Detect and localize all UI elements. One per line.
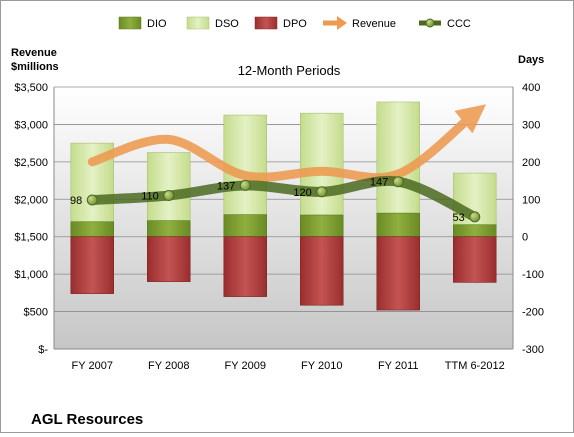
right-tick-label: 400 <box>522 82 540 94</box>
legend-label-dpo: DPO <box>283 18 307 30</box>
right-tick-label: 200 <box>522 157 540 169</box>
bar-dio <box>70 221 114 238</box>
legend-label-dio: DIO <box>147 18 167 30</box>
ccc-data-label: 53 <box>453 212 465 224</box>
category-label: FY 2011 <box>378 360 419 372</box>
bar-dpo <box>300 236 344 306</box>
legend-item-ccc: CCC <box>419 18 471 30</box>
ccc-data-label: 147 <box>370 177 388 189</box>
ccc-point <box>469 211 481 223</box>
right-tick-label: 100 <box>522 194 540 206</box>
ccc-point <box>392 176 404 188</box>
right-tick-label: -200 <box>522 307 544 319</box>
ccc-point <box>163 190 175 202</box>
bar-dpo <box>223 236 267 297</box>
ccc-point <box>239 179 251 191</box>
legend-item-dio: DIO <box>118 16 167 30</box>
category-label: FY 2009 <box>225 360 266 372</box>
revenue-line <box>87 104 487 183</box>
ccc-series: 98 110 137 120 147 53 <box>70 175 481 224</box>
bar-dio <box>376 212 420 238</box>
category-label: FY 2007 <box>72 360 113 372</box>
category-labels: FY 2007 FY 2008 FY 2009 FY 2010 FY 2011 TTM 6… <box>72 360 505 372</box>
right-tick-label: -100 <box>522 269 544 281</box>
bar-dpo <box>453 236 497 283</box>
left-tick-label: $- <box>38 344 48 356</box>
legend-swatch-dpo <box>254 16 278 30</box>
category-label: FY 2008 <box>148 360 189 372</box>
ccc-data-label: 137 <box>217 180 235 192</box>
ccc-data-label: 110 <box>141 191 159 203</box>
right-axis-ticks: -300 -200 -100 0 100 200 300 400 <box>522 82 544 356</box>
revenue-series <box>87 104 487 183</box>
bar-dpo <box>376 236 420 311</box>
legend-label-dso: DSO <box>215 18 239 30</box>
ccc-point <box>316 186 328 198</box>
bar-dio <box>147 220 191 238</box>
left-tick-label: $2,500 <box>14 157 48 169</box>
bar-dio <box>223 214 267 238</box>
ccc-data-label: 120 <box>293 187 311 199</box>
bar-dpo <box>147 236 191 282</box>
category-label: FY 2010 <box>301 360 342 372</box>
right-tick-label: -300 <box>522 344 544 356</box>
bar-dio <box>453 224 497 238</box>
legend-arrowhead-revenue <box>337 16 347 30</box>
ccc-point <box>86 194 98 206</box>
legend-item-dpo: DPO <box>254 16 307 30</box>
left-tick-label: $1,500 <box>14 232 48 244</box>
left-tick-label: $1,000 <box>14 269 48 281</box>
left-axis-ticks: $- $500 $1,000 $1,500 $2,000 $2,500 $3,000 $3,5… <box>14 82 48 356</box>
left-tick-label: $3,000 <box>14 119 48 131</box>
legend-marker-ccc <box>425 18 435 28</box>
legend-label-ccc: CCC <box>447 18 471 30</box>
ccc-line <box>87 175 480 222</box>
plot-area <box>54 87 513 349</box>
left-tick-label: $2,000 <box>14 194 48 206</box>
legend-label-revenue: Revenue <box>352 18 396 30</box>
left-tick-label: $500 <box>24 307 48 319</box>
legend-swatch-dso <box>186 16 210 30</box>
right-tick-label: 0 <box>522 232 528 244</box>
legend-item-dso: DSO <box>186 16 239 30</box>
left-tick-label: $3,500 <box>14 82 48 94</box>
bar-dio <box>300 214 344 238</box>
legend-item-revenue: Revenue <box>323 16 396 30</box>
category-label: TTM 6-2012 <box>445 360 505 372</box>
right-axis-title: Days <box>518 54 544 66</box>
bar-dpo <box>70 236 114 294</box>
chart-title: 12-Month Periods <box>238 63 341 78</box>
left-axis-title-line2: $millions <box>11 61 59 73</box>
legend-swatch-dio <box>118 16 142 30</box>
legend: DIO DSO DPO Revenue CCC <box>118 16 471 30</box>
left-axis-title-line1: Revenue <box>11 47 57 59</box>
company-name: AGL Resources <box>31 411 143 428</box>
right-tick-label: 300 <box>522 119 540 131</box>
ccc-data-label: 98 <box>70 195 82 207</box>
